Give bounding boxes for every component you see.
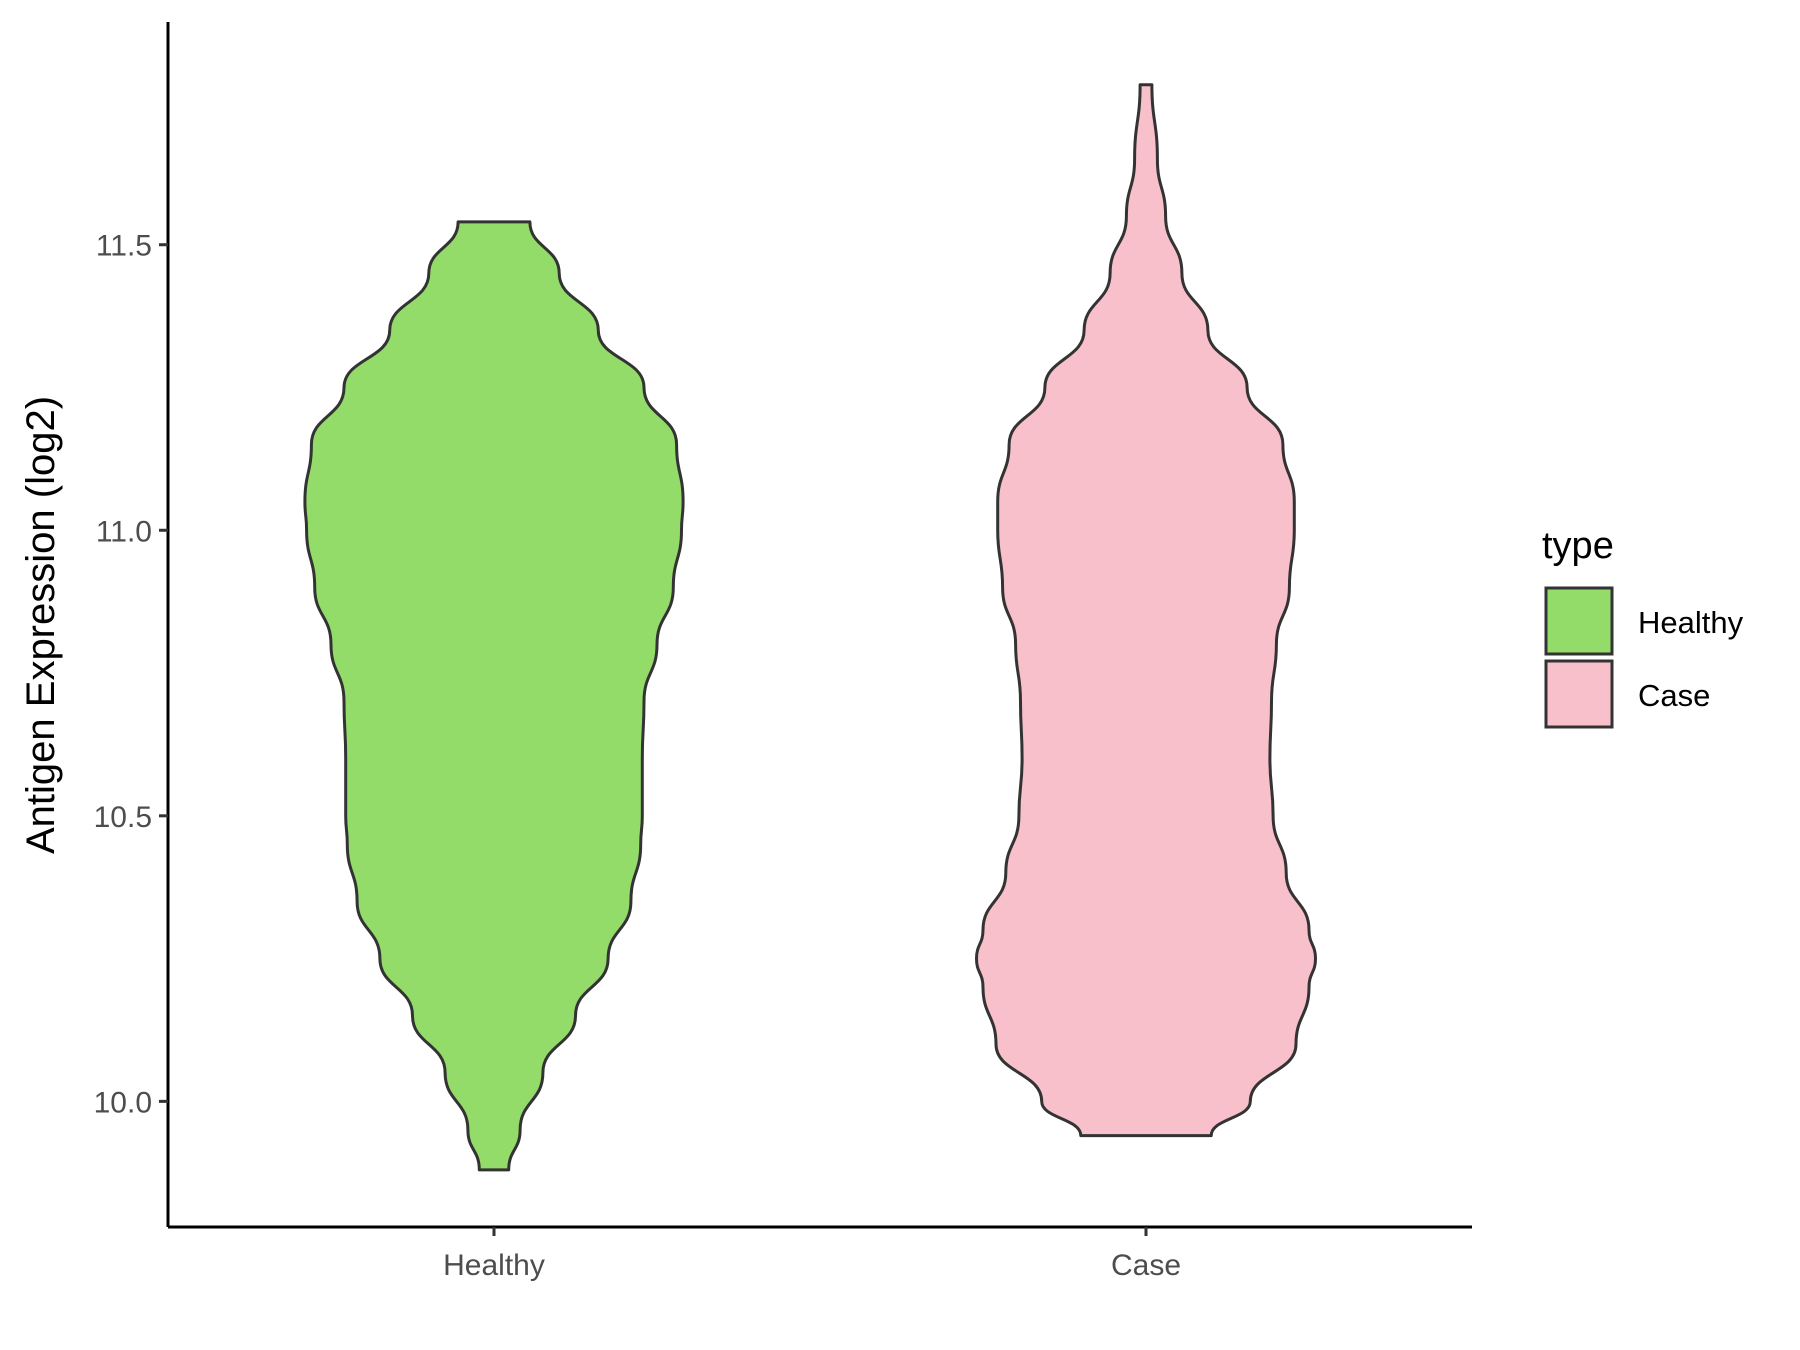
axes: 10.0 10.5 11.0 11.5 Healthy Case [94,22,1472,1282]
violins [303,83,1317,1172]
y-tick-label: 10.0 [94,1086,152,1119]
violin-case [975,83,1317,1138]
legend-swatch-healthy [1544,586,1614,656]
y-tick-label: 11.0 [96,515,152,548]
legend-label-healthy: Healthy [1638,605,1744,640]
x-tick-label: Case [1111,1249,1181,1282]
violin-healthy [303,220,685,1172]
x-tick-label: Healthy [443,1249,545,1282]
y-tick-label: 11.5 [96,230,152,263]
y-axis-title: Antigen Expression (log2) [19,396,63,854]
legend: type Healthy Case [1542,525,1744,729]
legend-label-case: Case [1638,678,1710,713]
legend-title: type [1542,525,1614,567]
legend-swatch-case [1544,659,1614,729]
y-tick-label: 10.5 [94,801,152,834]
